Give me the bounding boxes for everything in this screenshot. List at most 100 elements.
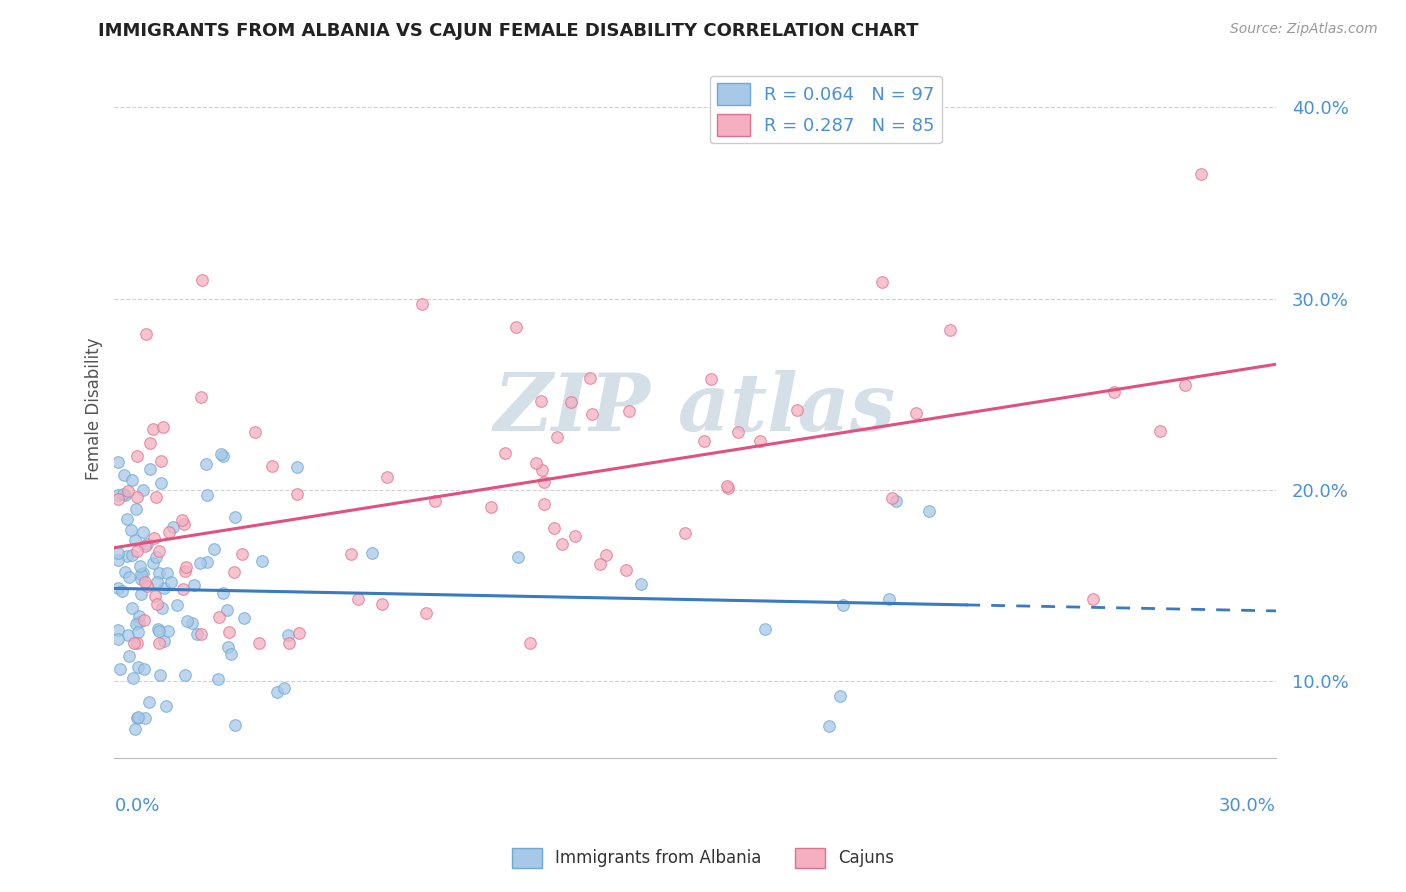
Point — [145, 550, 167, 565]
Point — [218, 625, 240, 640]
Point — [243, 425, 266, 440]
Point — [145, 590, 167, 604]
Point — [905, 406, 928, 420]
Point — [1174, 377, 1197, 392]
Point — [748, 434, 770, 448]
Point — [1102, 384, 1125, 399]
Point — [132, 566, 155, 580]
Point — [207, 672, 229, 686]
Point — [156, 566, 179, 581]
Point — [250, 553, 273, 567]
Point — [107, 546, 129, 560]
Point — [543, 521, 565, 535]
Point — [231, 547, 253, 561]
Point — [614, 563, 637, 577]
Point — [479, 500, 502, 514]
Point — [266, 685, 288, 699]
Point — [209, 448, 232, 462]
Point — [1081, 591, 1104, 606]
Point — [115, 549, 138, 563]
Point — [190, 626, 212, 640]
Point — [340, 547, 363, 561]
Point — [114, 488, 136, 502]
Point — [219, 647, 242, 661]
Point — [190, 390, 212, 404]
Point — [145, 491, 167, 505]
Point — [717, 481, 740, 495]
Point — [125, 490, 148, 504]
Point — [285, 460, 308, 475]
Point — [122, 636, 145, 650]
Point — [617, 403, 640, 417]
Point — [160, 575, 183, 590]
Point — [173, 517, 195, 532]
Point — [630, 577, 652, 591]
Point — [129, 567, 152, 582]
Point — [224, 717, 246, 731]
Point — [754, 622, 776, 636]
Point — [127, 625, 149, 640]
Point — [117, 628, 139, 642]
Point — [215, 602, 238, 616]
Point — [530, 463, 553, 477]
Point — [111, 583, 134, 598]
Point — [131, 587, 153, 601]
Point — [195, 555, 218, 569]
Point — [107, 455, 129, 469]
Point — [129, 572, 152, 586]
Point — [139, 462, 162, 476]
Point — [533, 475, 555, 490]
Point — [195, 457, 218, 471]
Point — [108, 662, 131, 676]
Point — [150, 600, 173, 615]
Point — [181, 615, 204, 630]
Point — [208, 610, 231, 624]
Point — [217, 640, 239, 654]
Point — [371, 597, 394, 611]
Point — [817, 719, 839, 733]
Point — [564, 529, 586, 543]
Point — [127, 449, 149, 463]
Point — [162, 520, 184, 534]
Point — [112, 487, 135, 501]
Point — [589, 557, 612, 571]
Point — [224, 510, 246, 524]
Point — [247, 636, 270, 650]
Point — [132, 614, 155, 628]
Point — [148, 544, 170, 558]
Point — [579, 371, 602, 385]
Point — [139, 436, 162, 450]
Point — [872, 275, 894, 289]
Point — [152, 419, 174, 434]
Point — [132, 483, 155, 497]
Point — [146, 575, 169, 590]
Point — [886, 494, 908, 508]
Point — [174, 564, 197, 578]
Point — [115, 512, 138, 526]
Point — [107, 488, 129, 502]
Point — [191, 272, 214, 286]
Point — [533, 497, 555, 511]
Point — [917, 504, 939, 518]
Point — [524, 456, 547, 470]
Point — [114, 565, 136, 579]
Point — [134, 711, 156, 725]
Point — [148, 566, 170, 580]
Point — [134, 540, 156, 554]
Point — [278, 636, 301, 650]
Point — [132, 524, 155, 539]
Point — [693, 434, 716, 449]
Point — [142, 556, 165, 570]
Point — [117, 483, 139, 498]
Point — [260, 458, 283, 473]
Point — [149, 454, 172, 468]
Point — [153, 633, 176, 648]
Point — [148, 624, 170, 638]
Point — [505, 320, 527, 334]
Text: 30.0%: 30.0% — [1219, 797, 1277, 814]
Point — [786, 403, 808, 417]
Point — [506, 549, 529, 564]
Point — [124, 723, 146, 737]
Point — [107, 491, 129, 506]
Point — [166, 598, 188, 612]
